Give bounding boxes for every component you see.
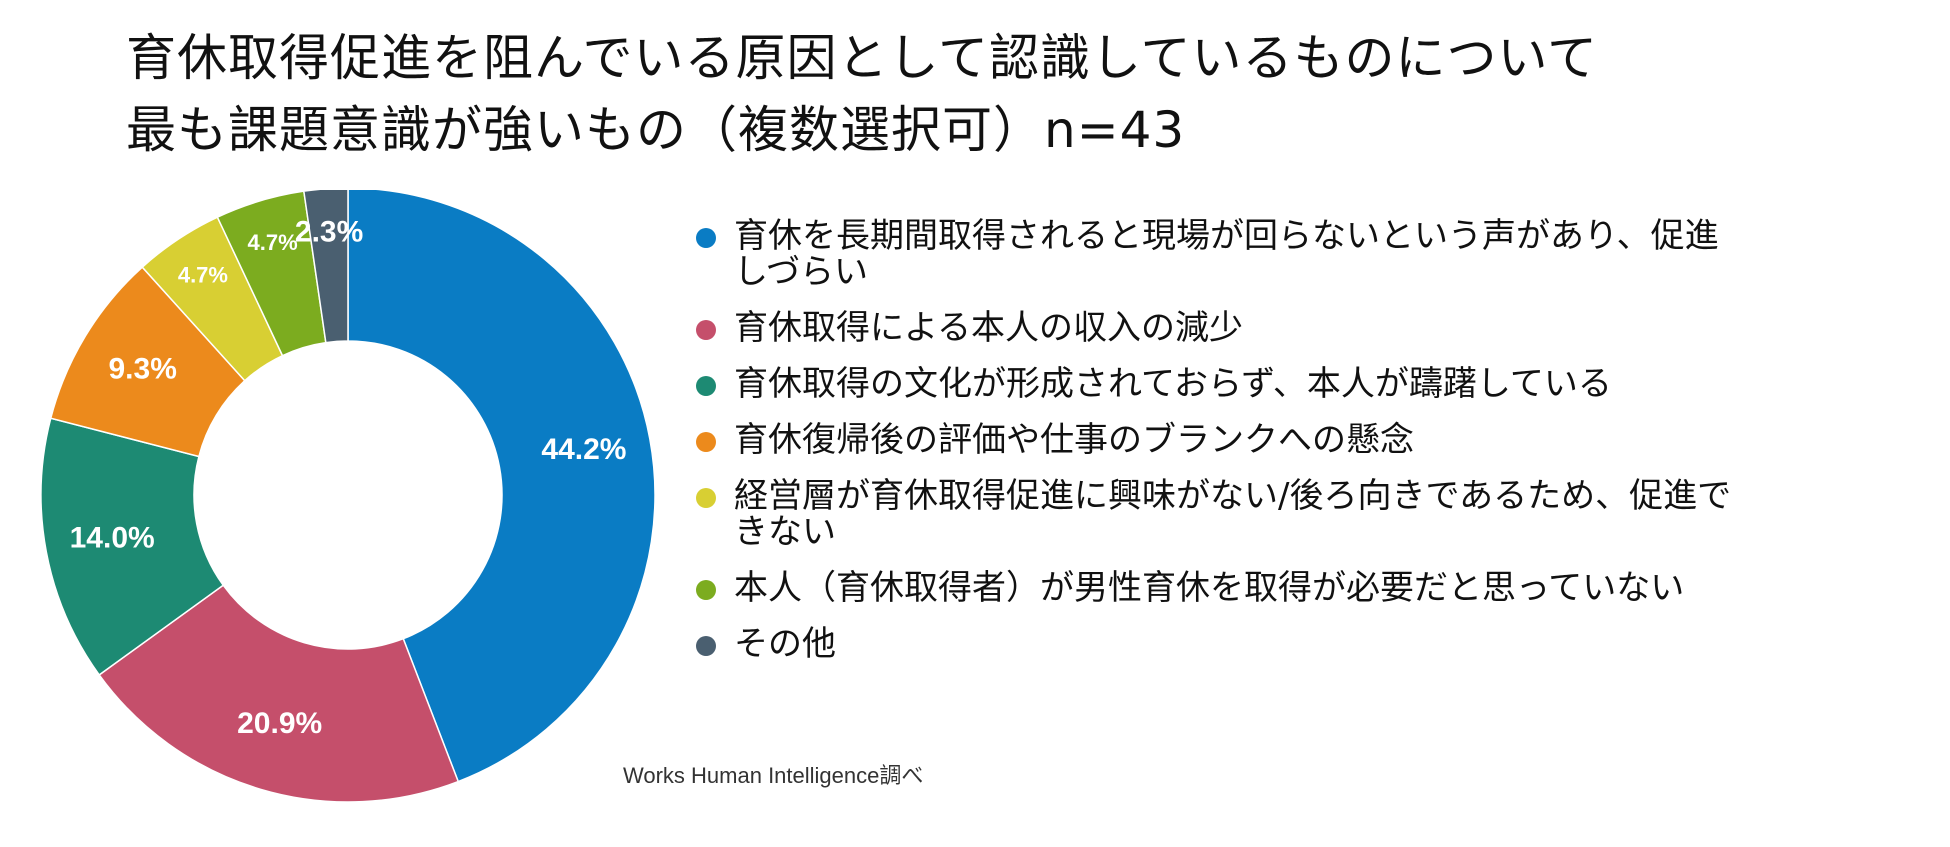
legend-marker-culture: [696, 376, 716, 396]
chart-title-line-1: 育休取得促進を阻んでいる原因として認識しているものについて: [126, 29, 1598, 87]
slice-culture: [40, 417, 225, 676]
legend-item-understaffing: 育休を長期間取得されると現場が回らないという声があり、促進しづらい: [692, 218, 1742, 290]
legend-marker-other: [696, 636, 716, 656]
data-label-other: 2.3%: [295, 216, 363, 249]
donut-chart: 44.2%20.9%14.0%9.3%4.7%4.7%2.3%: [40, 190, 656, 803]
chart-legend: 育休を長期間取得されると現場が回らないという声があり、促進しづらい育休取得による…: [692, 218, 1742, 682]
data-label-career-concern: 9.3%: [109, 353, 177, 386]
chart-title-line-2: 最も課題意識が強いもの（複数選択可）n=43: [126, 101, 1186, 159]
legend-label-career-concern: 育休復帰後の評価や仕事のブランクへの懸念: [734, 420, 1414, 460]
legend-label-other: その他: [734, 624, 836, 664]
legend-label-understaffing: 育休を長期間取得されると現場が回らないという声があり、促進しづらい: [734, 216, 1719, 292]
legend-label-management-disinterest: 経営層が育休取得促進に興味がない/後ろ向きであるため、促進できない: [734, 476, 1732, 552]
data-label-understaffing: 44.2%: [541, 433, 626, 466]
source-note: Works Human Intelligence調べ: [623, 763, 924, 788]
data-label-income-loss: 20.9%: [237, 707, 322, 740]
legend-item-income-loss: 育休取得による本人の収入の減少: [692, 310, 1742, 346]
legend-item-culture: 育休取得の文化が形成されておらず、本人が躊躇している: [692, 366, 1742, 402]
slice-understaffing: [347, 190, 656, 783]
legend-marker-employee-belief: [696, 580, 716, 600]
legend-marker-management-disinterest: [696, 488, 716, 508]
slice-income-loss: [98, 584, 460, 803]
legend-item-career-concern: 育休復帰後の評価や仕事のブランクへの懸念: [692, 422, 1742, 458]
data-label-employee-belief: 4.7%: [248, 230, 298, 255]
legend-marker-understaffing: [696, 228, 716, 248]
legend-item-employee-belief: 本人（育休取得者）が男性育休を取得が必要だと思っていない: [692, 570, 1742, 606]
legend-marker-career-concern: [696, 432, 716, 452]
legend-item-other: その他: [692, 626, 1742, 662]
data-label-management-disinterest: 4.7%: [178, 263, 228, 288]
data-label-culture: 14.0%: [70, 521, 155, 554]
legend-item-management-disinterest: 経営層が育休取得促進に興味がない/後ろ向きであるため、促進できない: [692, 478, 1742, 550]
legend-label-income-loss: 育休取得による本人の収入の減少: [734, 308, 1243, 348]
legend-marker-income-loss: [696, 320, 716, 340]
chart-title: 育休取得促進を阻んでいる原因として認識しているものについて 最も課題意識が強いも…: [126, 22, 1598, 166]
slice-other: [302, 190, 349, 344]
legend-label-employee-belief: 本人（育休取得者）が男性育休を取得が必要だと思っていない: [734, 568, 1685, 608]
legend-label-culture: 育休取得の文化が形成されておらず、本人が躊躇している: [734, 364, 1612, 404]
